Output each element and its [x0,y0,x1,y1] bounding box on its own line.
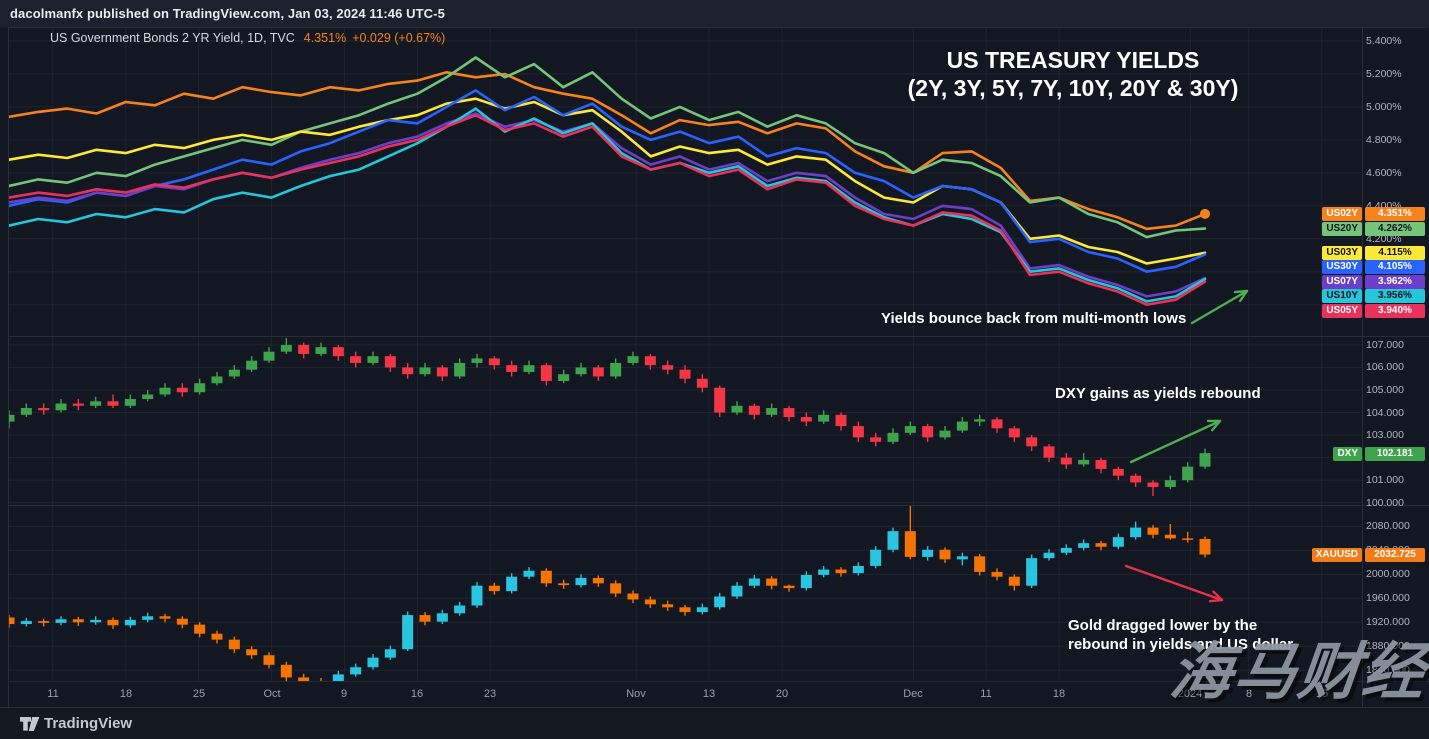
symbol-legend[interactable]: US Government Bonds 2 YR Yield, 1D, TVC 4… [50,31,445,45]
dxy-note: DXY gains as yields rebound [1055,385,1261,402]
chart-frame[interactable] [8,27,1428,707]
gold-note: Gold dragged lower by the rebound in yie… [1068,616,1293,654]
last-price: 4.351% [303,31,347,45]
published-line: dacolmanfx published on TradingView.com,… [10,6,445,21]
treasury-yields-title-line2: (2Y, 3Y, 5Y, 7Y, 10Y, 20Y & 30Y) [907,75,1239,101]
footer-bar: TradingView [0,707,1429,739]
watermark-cn: 海马财经 [1166,638,1429,707]
published-header: dacolmanfx published on TradingView.com,… [0,0,1429,27]
treasury-yields-title-line1: US TREASURY YIELDS [946,47,1200,73]
price-change: +0.029 (+0.67%) [352,31,446,45]
yields-note: Yields bounce back from multi-month lows [881,310,1187,327]
gold-note-line2: rebound in yields and US dollar [1068,636,1294,653]
treasury-yields-title: US TREASURY YIELDS (2Y, 3Y, 5Y, 7Y, 10Y,… [868,46,1278,102]
tradingview-brand[interactable]: TradingView [44,715,133,732]
gold-note-line1: Gold dragged lower by the [1068,617,1258,634]
tradingview-logo-icon[interactable] [20,716,40,732]
symbol-title: US Government Bonds 2 YR Yield, 1D, TVC [50,31,295,45]
